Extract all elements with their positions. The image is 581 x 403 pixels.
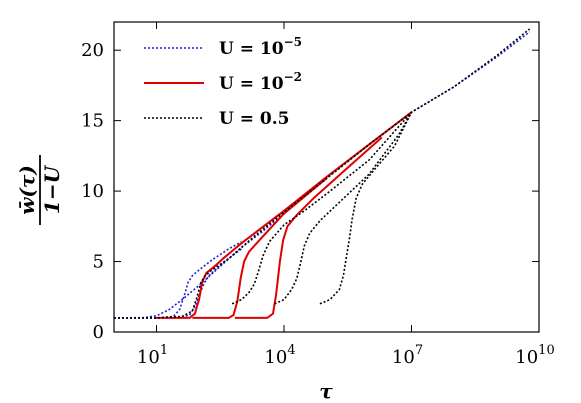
y-axis-label: w̄(τ) 1−U <box>15 155 64 225</box>
legend-label-exponent: −5 <box>284 35 302 49</box>
series-0 <box>113 31 531 319</box>
y-tick-label: 0 <box>93 322 104 343</box>
x-tick-label-base: 10 <box>515 347 538 368</box>
y-tick-label: 5 <box>93 252 104 273</box>
legend-label-text: U = 10 <box>219 39 284 59</box>
series-0-curve <box>114 241 242 319</box>
x-tick-label-base: 10 <box>137 347 160 368</box>
x-tick-label: 107 <box>392 343 423 368</box>
legend-label-0: U = 10−5 <box>219 35 302 59</box>
legend-label-1: U = 10−2 <box>219 70 302 94</box>
series-1-curve <box>154 111 413 319</box>
x-tick-label: 104 <box>264 343 295 368</box>
legend-label-2: U = 0.5 <box>219 109 289 129</box>
x-tick-label-base: 10 <box>264 347 287 368</box>
series-2-curve <box>274 111 413 305</box>
x-tick-label-base: 10 <box>392 347 415 368</box>
x-tick-label-exponent: 1 <box>160 343 168 358</box>
y-axis-label-numerator: w̄(τ) <box>15 165 39 215</box>
legend-label-text: U = 10 <box>219 74 284 94</box>
legend-label-text: U = 0.5 <box>219 109 289 129</box>
y-tick-label: 20 <box>81 40 104 61</box>
series-1-curve <box>192 177 328 319</box>
series-1-curve <box>234 136 383 319</box>
y-axis-label-denominator: 1−U <box>40 164 64 214</box>
plot-frame <box>113 21 540 333</box>
x-axis-label: τ <box>319 379 333 403</box>
x-tick-label-exponent: 7 <box>415 343 423 358</box>
legend: U = 10−5U = 10−2U = 0.5 <box>144 35 302 129</box>
x-tick-label: 1010 <box>515 343 554 368</box>
y-tick-label: 15 <box>81 111 104 132</box>
y-tick-label: 10 <box>81 181 104 202</box>
x-tick-label-exponent: 4 <box>287 343 295 358</box>
x-tick-label-exponent: 10 <box>538 343 555 358</box>
series-0-curve <box>113 31 531 319</box>
x-tick-label: 101 <box>137 343 168 368</box>
plot-curves <box>113 28 531 319</box>
legend-label-exponent: −2 <box>284 70 302 84</box>
series-1 <box>154 111 413 319</box>
series-2 <box>114 28 531 319</box>
series-2-curve <box>114 28 531 319</box>
series-2-curve <box>231 111 413 305</box>
